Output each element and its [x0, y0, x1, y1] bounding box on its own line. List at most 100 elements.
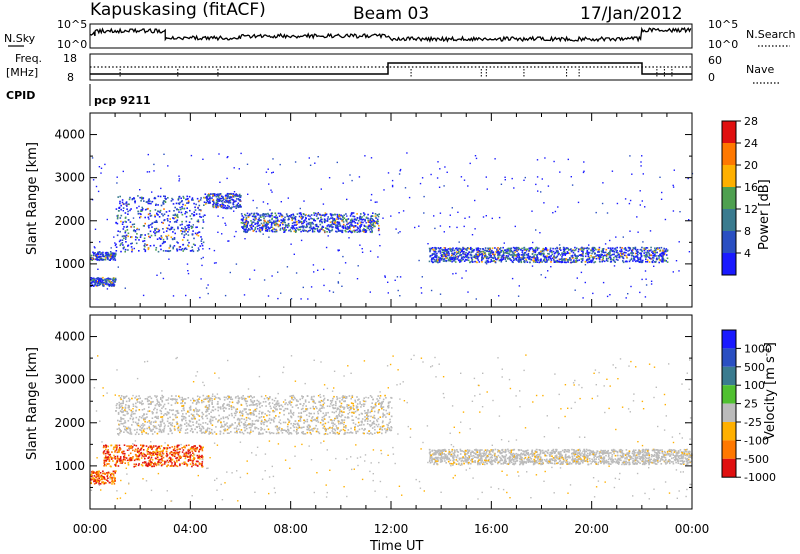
- scatter-point: [663, 253, 665, 256]
- scatter-point: [375, 217, 377, 219]
- scatter-point: [163, 200, 166, 202]
- scatter-point: [254, 420, 257, 422]
- scatter-point: [132, 403, 135, 406]
- scatter-point: [428, 260, 431, 263]
- scatter-point: [243, 397, 245, 400]
- scatter-point: [526, 254, 529, 256]
- scatter-point: [114, 252, 117, 255]
- scatter-point: [224, 416, 227, 419]
- scatter-point: [503, 242, 505, 244]
- scatter-point: [370, 424, 373, 426]
- scatter-point: [490, 258, 492, 261]
- scatter-point: [550, 261, 552, 263]
- scatter-point: [436, 259, 439, 262]
- scatter-point: [488, 256, 491, 259]
- scatter-point: [156, 454, 159, 456]
- scatter-point: [141, 206, 143, 209]
- scatter-point: [270, 212, 273, 215]
- scatter-point: [510, 259, 513, 262]
- scatter-point: [192, 397, 194, 400]
- scatter-point: [179, 423, 182, 426]
- scatter-point: [615, 249, 617, 251]
- scatter-point: [125, 221, 127, 223]
- scatter-point: [201, 456, 203, 458]
- scatter-point: [580, 254, 582, 256]
- scatter-point: [602, 182, 604, 184]
- scatter-point: [193, 417, 195, 420]
- scatter-point: [186, 263, 189, 265]
- scatter-point: [338, 249, 340, 251]
- scatter-point: [473, 256, 476, 258]
- scatter-point: [363, 229, 366, 232]
- scatter-point: [275, 224, 277, 227]
- scatter-point: [186, 224, 188, 227]
- scatter-point: [439, 261, 441, 263]
- scatter-point: [337, 228, 340, 230]
- scatter-point: [199, 455, 202, 458]
- scatter-point: [131, 250, 133, 253]
- scatter-point: [173, 228, 176, 231]
- scatter-point: [303, 220, 305, 222]
- scatter-point: [478, 254, 481, 256]
- scatter-point: [379, 416, 382, 418]
- scatter-point: [180, 249, 182, 251]
- scatter-point: [347, 218, 350, 220]
- scatter-point: [554, 247, 557, 250]
- scatter-point: [361, 248, 363, 250]
- scatter-point: [129, 447, 132, 450]
- scatter-point: [329, 224, 331, 226]
- scatter-point: [124, 220, 126, 223]
- scatter-point: [158, 450, 161, 453]
- scatter-point: [167, 165, 169, 167]
- scatter-point: [131, 446, 134, 448]
- scatter-point: [496, 248, 498, 251]
- scatter-point: [369, 420, 372, 422]
- scatter-point: [340, 415, 342, 418]
- scatter-point: [118, 458, 120, 460]
- scatter-point: [323, 221, 326, 224]
- scatter-point: [601, 202, 604, 205]
- scatter-point: [104, 478, 107, 481]
- scatter-point: [166, 459, 169, 462]
- scatter-point: [328, 231, 331, 233]
- scatter-point: [293, 429, 295, 432]
- scatter-point: [386, 428, 388, 431]
- scatter-point: [184, 226, 186, 228]
- scatter-point: [106, 463, 108, 465]
- scatter-point: [600, 254, 602, 257]
- scatter-point: [377, 256, 379, 258]
- scatter-point: [659, 249, 662, 252]
- scatter-point: [153, 244, 155, 247]
- scatter-point: [281, 214, 283, 217]
- scatter-point: [164, 201, 167, 203]
- scatter-point: [644, 256, 647, 258]
- scatter-point: [517, 295, 520, 297]
- scatter-point: [477, 247, 479, 249]
- scatter-point: [359, 225, 361, 227]
- scatter-point: [279, 229, 282, 231]
- scatter-point: [278, 225, 280, 227]
- scatter-point: [502, 256, 505, 259]
- scatter-point: [342, 226, 344, 228]
- scatter-point: [142, 429, 145, 431]
- scatter-point: [209, 200, 211, 202]
- scatter-point: [387, 281, 389, 283]
- scatter-point: [148, 224, 150, 227]
- scatter-point: [120, 410, 123, 413]
- scatter-point: [475, 298, 477, 300]
- scatter-point: [451, 258, 453, 261]
- scatter-point: [565, 247, 568, 249]
- scatter-point: [257, 214, 259, 216]
- scatter-point: [113, 457, 116, 459]
- scatter-point: [634, 252, 637, 255]
- scatter-point: [461, 277, 463, 279]
- scatter-point: [201, 417, 204, 420]
- scatter-point: [136, 449, 139, 451]
- scatter-point: [237, 428, 240, 431]
- scatter-point: [487, 261, 489, 264]
- colorbar-segment: [722, 187, 736, 209]
- scatter-point: [163, 219, 165, 222]
- scatter-point: [130, 433, 133, 435]
- scatter-point: [173, 237, 176, 239]
- scatter-point: [342, 428, 345, 431]
